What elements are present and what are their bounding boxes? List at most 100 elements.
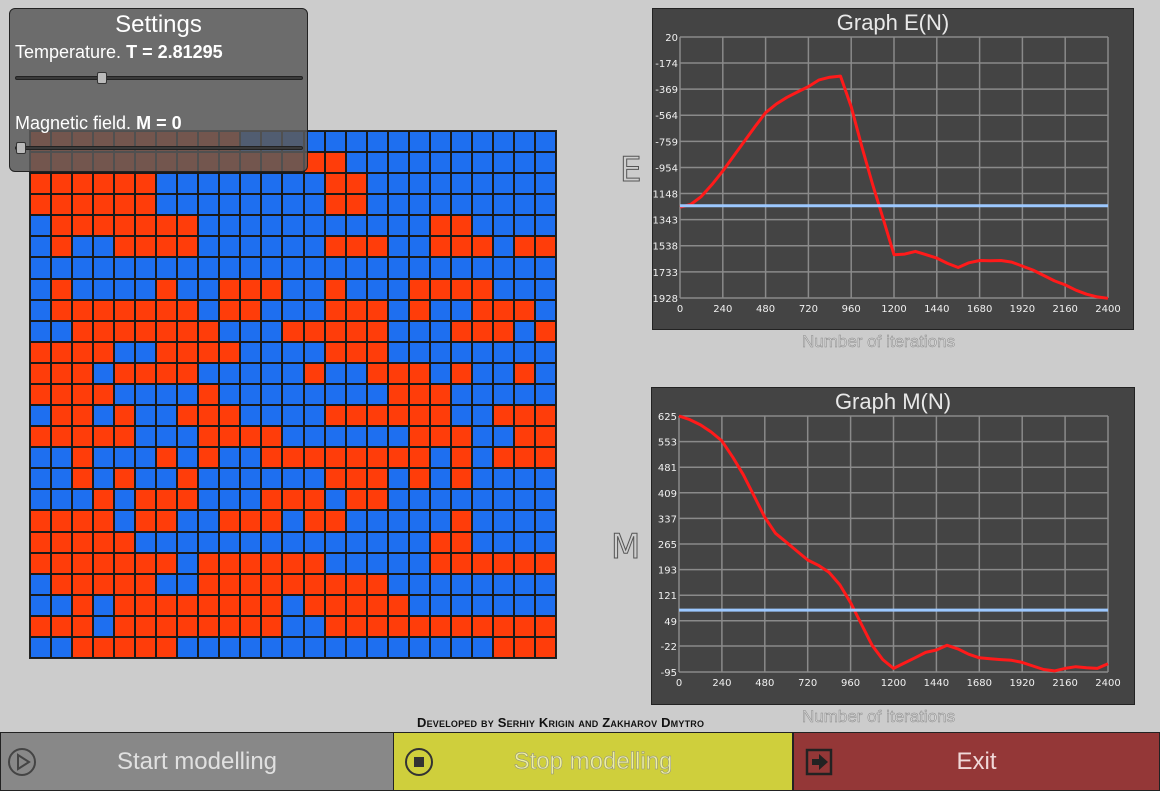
lattice-cell bbox=[303, 320, 325, 342]
lattice-cell bbox=[114, 383, 136, 406]
lattice-cell bbox=[240, 278, 262, 300]
lattice-cell bbox=[429, 131, 451, 153]
lattice-cell bbox=[387, 636, 409, 658]
lattice-cell bbox=[240, 341, 262, 363]
lattice-cell bbox=[282, 215, 304, 237]
lattice-cell bbox=[492, 510, 514, 532]
lattice-cell bbox=[156, 447, 178, 469]
lattice-cell bbox=[429, 152, 451, 174]
lattice-cell bbox=[513, 636, 535, 658]
lattice-cell bbox=[51, 531, 73, 553]
lattice-cell bbox=[345, 131, 367, 153]
lattice-cell bbox=[93, 552, 115, 574]
lattice-cell bbox=[492, 615, 514, 637]
lattice-cell bbox=[198, 215, 220, 237]
lattice-cell bbox=[240, 468, 262, 490]
x-tick-label: 1440 bbox=[924, 678, 949, 689]
lattice-cell bbox=[366, 341, 388, 363]
lattice-cell bbox=[114, 257, 136, 279]
lattice-cell bbox=[261, 510, 283, 532]
m-axis-letter: M bbox=[610, 527, 641, 568]
lattice-cell bbox=[450, 194, 472, 216]
lattice-cell bbox=[471, 362, 493, 384]
lattice-cell bbox=[51, 468, 73, 490]
lattice-cell bbox=[471, 215, 493, 237]
lattice-cell bbox=[198, 552, 220, 574]
lattice-cell bbox=[429, 489, 451, 511]
lattice-cell bbox=[93, 468, 115, 490]
lattice-cell bbox=[93, 362, 115, 384]
lattice-cell bbox=[51, 194, 73, 216]
lattice-cell bbox=[282, 426, 304, 448]
lattice-cell bbox=[534, 194, 556, 216]
temperature-slider-thumb[interactable] bbox=[96, 72, 107, 84]
lattice-cell bbox=[93, 383, 115, 406]
stop-modelling-button[interactable]: Stop modelling bbox=[393, 732, 793, 791]
lattice-cell bbox=[513, 341, 535, 363]
start-modelling-button[interactable]: Start modelling bbox=[0, 732, 394, 791]
lattice-cell bbox=[114, 278, 136, 300]
lattice-cell bbox=[240, 257, 262, 279]
exit-button[interactable]: Exit bbox=[793, 732, 1160, 791]
lattice-cell bbox=[345, 278, 367, 300]
exit-icon bbox=[805, 748, 833, 776]
lattice-cell bbox=[471, 299, 493, 321]
lattice-cell bbox=[534, 552, 556, 574]
lattice-cell bbox=[219, 194, 241, 216]
lattice-cell bbox=[72, 468, 94, 490]
lattice-cell bbox=[93, 510, 115, 532]
lattice-cell bbox=[177, 299, 199, 321]
lattice-cell bbox=[408, 510, 430, 532]
series-line bbox=[678, 414, 1109, 673]
lattice-cell bbox=[30, 173, 52, 195]
lattice-cell bbox=[387, 278, 409, 300]
lattice-cell bbox=[72, 573, 94, 595]
lattice-cell bbox=[387, 615, 409, 637]
lattice-cell bbox=[429, 383, 451, 406]
lattice-cell bbox=[534, 468, 556, 490]
lattice-cell bbox=[156, 615, 178, 637]
y-tick-label: -1733 bbox=[653, 268, 678, 279]
lattice-cell bbox=[513, 510, 535, 532]
energy-graph: Graph E(N) 0 240 480 720 960 1200 1440 1680 1920… bbox=[652, 8, 1134, 330]
lattice-cell bbox=[240, 552, 262, 574]
lattice-cell bbox=[471, 594, 493, 616]
lattice-cell bbox=[534, 531, 556, 553]
lattice-cell bbox=[387, 573, 409, 595]
lattice-cell bbox=[324, 552, 346, 574]
y-tick-label: 337 bbox=[658, 514, 677, 525]
lattice-cell bbox=[93, 447, 115, 469]
lattice-cell bbox=[492, 278, 514, 300]
start-modelling-label: Start modelling bbox=[116, 747, 278, 775]
lattice-cell bbox=[72, 257, 94, 279]
lattice-cell bbox=[303, 341, 325, 363]
y-tick-label: 121 bbox=[658, 591, 677, 602]
lattice-cell bbox=[261, 362, 283, 384]
lattice-cell bbox=[387, 173, 409, 195]
magnetic-field-slider-thumb[interactable] bbox=[16, 142, 26, 154]
lattice-cell bbox=[408, 236, 430, 258]
lattice-cell bbox=[93, 278, 115, 300]
lattice-cell bbox=[135, 278, 157, 300]
lattice-cell bbox=[198, 636, 220, 658]
lattice-cell bbox=[51, 573, 73, 595]
lattice-cell bbox=[135, 552, 157, 574]
lattice-cell bbox=[240, 594, 262, 616]
y-tick-label: 553 bbox=[658, 438, 677, 449]
lattice-cell bbox=[366, 131, 388, 153]
lattice-cell bbox=[408, 636, 430, 658]
lattice-cell bbox=[429, 615, 451, 637]
temperature-slider[interactable] bbox=[15, 72, 303, 84]
lattice-cell bbox=[135, 489, 157, 511]
lattice-cell bbox=[429, 215, 451, 237]
x-tick-label: 480 bbox=[755, 678, 774, 689]
lattice-cell bbox=[114, 405, 136, 427]
lattice-cell bbox=[51, 215, 73, 237]
lattice-cell bbox=[429, 594, 451, 616]
lattice-cell bbox=[513, 194, 535, 216]
lattice-cell bbox=[135, 341, 157, 363]
lattice-cell bbox=[156, 468, 178, 490]
magnetic-field-slider[interactable] bbox=[15, 142, 303, 154]
lattice-cell bbox=[429, 257, 451, 279]
lattice-cell bbox=[324, 257, 346, 279]
